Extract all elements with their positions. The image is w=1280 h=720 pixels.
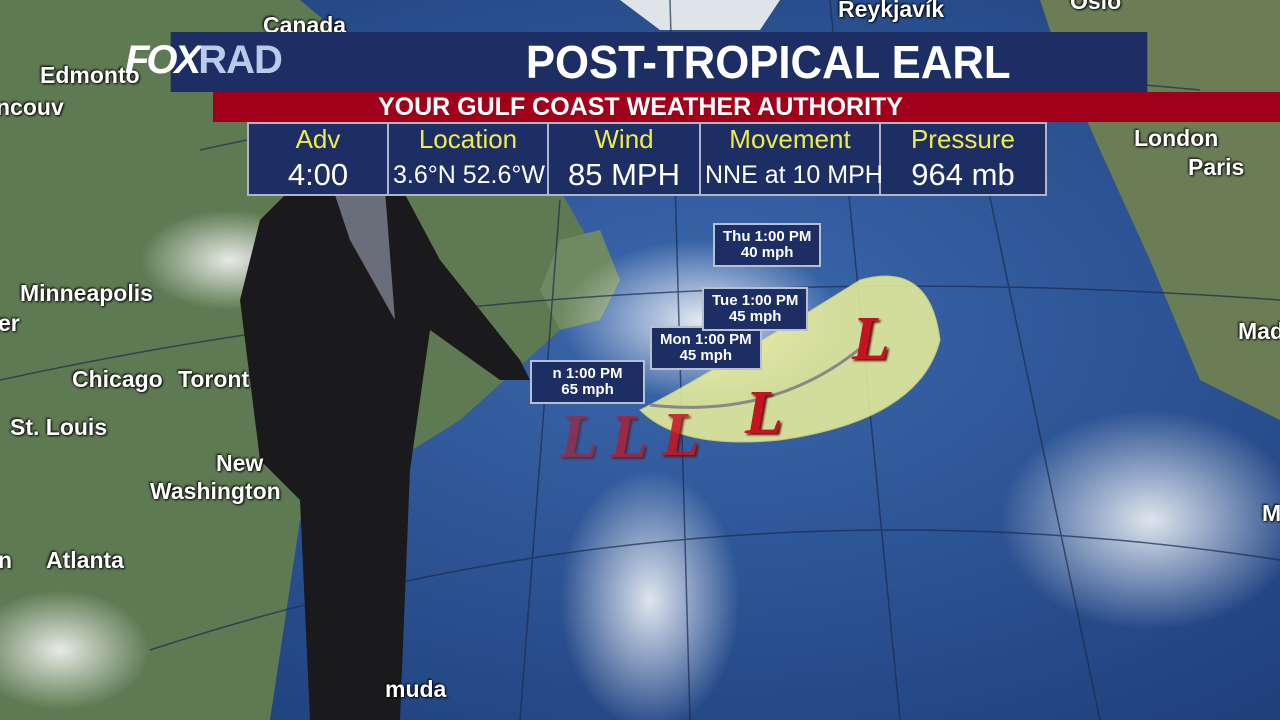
city-label: St. Louis — [10, 414, 108, 440]
low-pressure-icon: L — [610, 403, 648, 471]
forecast-label: Thu 1:00 PM 40 mph — [713, 223, 822, 267]
station-logo: FOXRAD — [125, 38, 283, 83]
info-advisory: Adv 4:00 — [249, 124, 389, 194]
forecast-track — [649, 338, 871, 409]
forecast-wind: 65 mph — [561, 381, 614, 398]
city-label: er — [0, 310, 20, 336]
city-label: Reykjavík — [838, 0, 945, 22]
low-pressure-icon: L — [745, 379, 783, 447]
city-label: Mad — [1238, 318, 1280, 344]
greenland-land — [620, 0, 780, 30]
logo-text: FOX — [125, 38, 201, 82]
forecast-wind: 45 mph — [728, 308, 782, 325]
city-label: Toront — [178, 366, 250, 392]
info-label: Movement — [729, 124, 851, 154]
city-label: Oslo — [1070, 0, 1122, 14]
storm-info-table: Adv 4:00 Location 3.6°N 52.6°W Wind 85 MPH … — [247, 122, 1047, 196]
info-label: Pressure — [910, 124, 1016, 154]
info-label: Adv — [295, 124, 341, 154]
low-pressure-icon: L — [662, 401, 700, 469]
city-label: muda — [385, 676, 447, 702]
storm-title: POST-TROPICAL EARL — [170, 32, 1148, 92]
forecast-time: Tue 1:00 PM — [712, 292, 799, 309]
city-label: Minneapolis — [20, 280, 153, 306]
info-value: 3.6°N 52.6°W — [393, 161, 546, 189]
info-value: 85 MPH — [568, 157, 680, 192]
forecast-time: Mon 1:00 PM — [660, 331, 752, 348]
info-pressure: Pressure 964 mb — [881, 124, 1045, 194]
info-label: Wind — [594, 124, 654, 154]
forecast-label: Mon 1:00 PM 45 mph — [650, 326, 762, 370]
forecast-label: Tue 1:00 PM 45 mph — [702, 287, 809, 331]
city-label: ncouv — [0, 94, 64, 120]
city-label: n — [0, 547, 13, 573]
city-label: London — [1134, 125, 1219, 151]
city-label: Washington — [150, 478, 281, 504]
tagline-bar: YOUR GULF COAST WEATHER AUTHORITY — [213, 92, 1280, 122]
city-label: New — [216, 450, 264, 476]
city-label: Edmonto — [40, 62, 140, 88]
logo-suffix: RAD — [198, 38, 283, 82]
low-pressure-icon: L — [560, 403, 598, 471]
info-label: Location — [418, 124, 518, 154]
forecast-time: Thu 1:00 PM — [723, 228, 812, 245]
cloud — [560, 470, 740, 720]
low-pressure-icon: L — [852, 305, 890, 373]
city-label: Chicago — [72, 366, 163, 392]
info-wind: Wind 85 MPH — [549, 124, 701, 194]
forecast-label: n 1:00 PM 65 mph — [530, 360, 645, 404]
city-label: Ma — [1262, 500, 1280, 526]
info-value: 4:00 — [287, 157, 349, 192]
cloud — [0, 590, 150, 710]
forecast-wind: 40 mph — [740, 244, 794, 261]
forecast-wind: 45 mph — [679, 347, 733, 364]
forecast-time: n 1:00 PM — [552, 365, 623, 382]
city-label: Paris — [1188, 154, 1245, 180]
info-movement: Movement NNE at 10 MPH — [701, 124, 883, 194]
info-location: Location 3.6°N 52.6°W — [389, 124, 549, 194]
city-label: Atlanta — [46, 547, 124, 573]
info-value: NNE at 10 MPH — [705, 161, 883, 189]
info-value: 964 mb — [911, 157, 1015, 192]
